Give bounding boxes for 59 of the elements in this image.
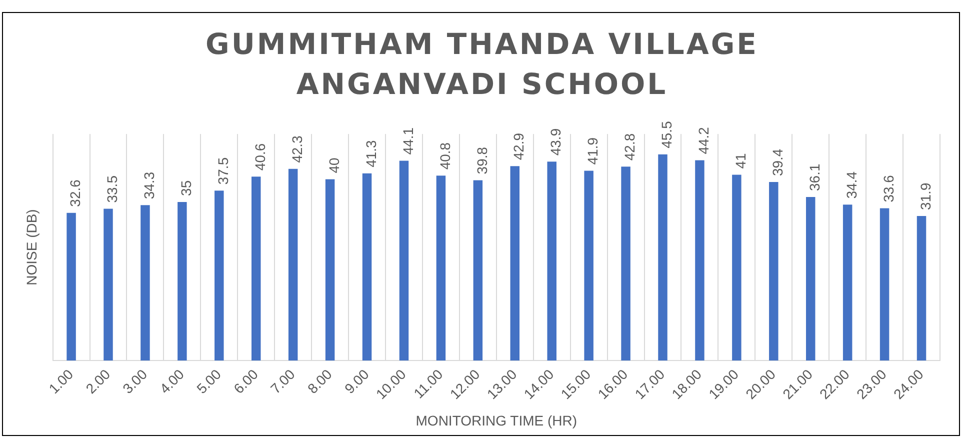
x-tick-label: 3.00 — [119, 366, 150, 397]
data-label: 35 — [178, 180, 194, 196]
bar — [510, 166, 520, 361]
x-tick-label: 6.00 — [230, 366, 262, 397]
bar — [916, 216, 926, 361]
bar — [325, 179, 335, 361]
data-label: 44.1 — [400, 127, 416, 155]
data-label: 39.4 — [770, 148, 786, 176]
data-label: 37.5 — [215, 157, 232, 185]
bar — [288, 168, 298, 361]
bar — [214, 190, 224, 361]
bar — [584, 170, 594, 361]
x-tick-label: 1.00 — [46, 366, 76, 397]
bar — [658, 154, 668, 361]
data-label: 41 — [732, 152, 749, 169]
data-label: 43.9 — [548, 128, 564, 156]
data-label: 34.4 — [843, 171, 860, 199]
data-label: 36.1 — [806, 164, 822, 191]
bar — [695, 160, 704, 361]
x-tick-label: 4.00 — [156, 366, 188, 397]
y-axis-title: NOISE (DB) — [23, 209, 40, 286]
bar — [66, 212, 76, 361]
x-tick-label: 8.00 — [304, 366, 336, 397]
x-tick-label: 7.00 — [267, 366, 298, 397]
bar — [178, 202, 187, 361]
data-label: 44.2 — [696, 126, 712, 154]
x-axis-title: MONITORING TIME (HR) — [416, 412, 578, 428]
bar — [399, 160, 409, 361]
data-label: 40 — [326, 158, 342, 174]
data-label: 42.3 — [288, 135, 305, 163]
bar — [251, 176, 261, 361]
data-label: 31.9 — [917, 182, 934, 210]
bar — [473, 180, 483, 361]
bar — [621, 166, 630, 361]
bar — [806, 196, 816, 361]
bar — [842, 204, 852, 361]
bar — [769, 182, 778, 361]
bar — [140, 205, 150, 361]
bar — [880, 208, 890, 361]
x-tick-label: 9.00 — [341, 366, 372, 397]
bar — [362, 173, 372, 361]
data-label: 40.8 — [436, 142, 453, 170]
bar — [104, 208, 113, 361]
bar — [547, 162, 556, 361]
data-label: 41.9 — [584, 137, 601, 165]
data-label: 42.8 — [622, 133, 638, 161]
data-label: 33.5 — [104, 175, 120, 203]
data-label: 33.6 — [880, 174, 896, 202]
x-tick-label: 5.00 — [193, 366, 224, 397]
data-label: 34.3 — [141, 172, 158, 200]
bar — [732, 174, 742, 361]
chart-title: GUMMITHAM THANDA VILLAGE ANGANVADI SCHOOL — [204, 26, 760, 103]
data-label: 41.3 — [362, 140, 379, 168]
data-label: 32.6 — [67, 179, 84, 207]
data-label: 40.6 — [252, 143, 268, 171]
data-label: 42.9 — [510, 132, 527, 160]
data-label: 45.5 — [658, 120, 675, 148]
data-label: 39.8 — [474, 146, 490, 174]
bar — [436, 176, 446, 361]
